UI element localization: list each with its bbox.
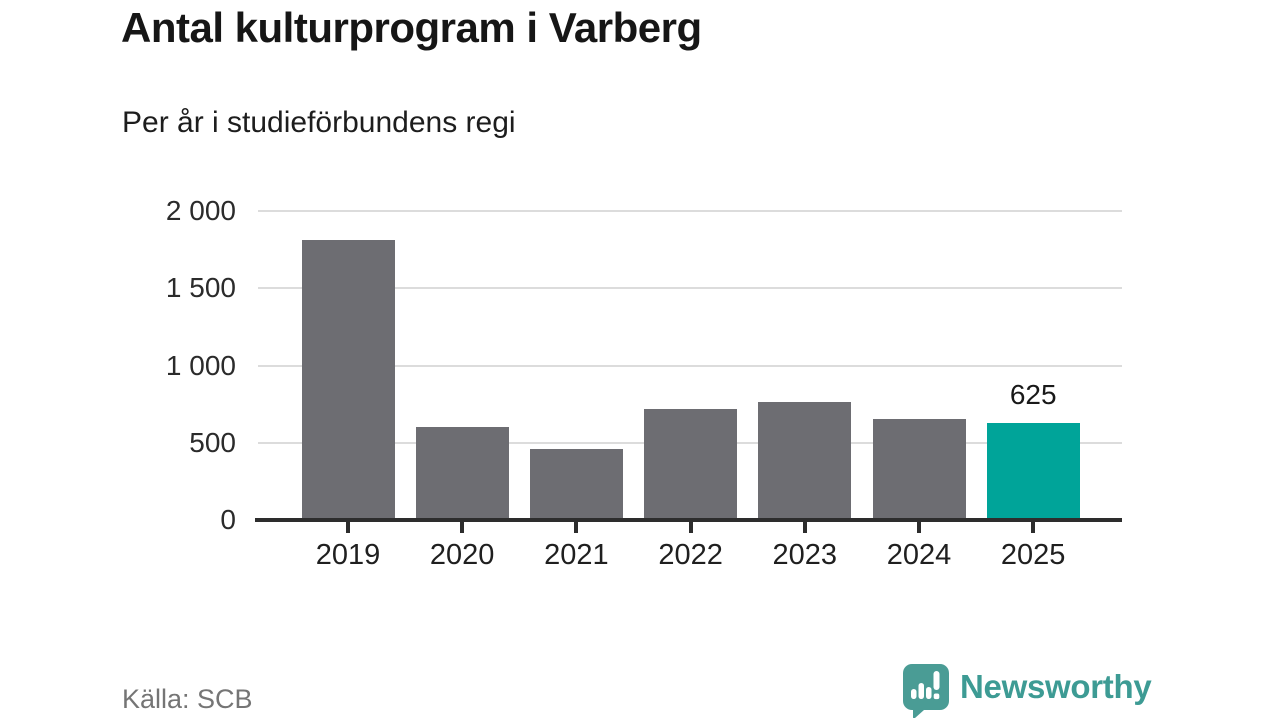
x-tick-label-2022: 2022 — [658, 539, 723, 571]
x-axis-line — [255, 518, 1122, 522]
bar-2021 — [529, 448, 623, 520]
x-tick-label-2024: 2024 — [886, 539, 952, 571]
gridline-1000 — [258, 364, 1122, 367]
y-tick-label-500: 500 — [189, 426, 236, 458]
x-tick-2023 — [802, 522, 807, 533]
plot-area: 0 500 1 000 1 500 2 000 2019 2020 2021 2022 2023 2… — [166, 195, 1122, 571]
x-tick-2019 — [346, 522, 350, 533]
x-tick-label-2025: 2025 — [1000, 539, 1066, 571]
chart-subtitle: Per år i studieförbundens regi — [122, 106, 516, 139]
x-tick-2021 — [574, 522, 579, 533]
gridline-1500 — [258, 287, 1122, 290]
x-tick-2025 — [1031, 522, 1036, 533]
newsworthy-speech-bubble-bar-chart-icon — [903, 664, 949, 719]
y-tick-label-0: 0 — [220, 504, 236, 535]
newsworthy-logo: Newsworthy — [903, 662, 1163, 720]
bar-2020 — [415, 427, 509, 520]
bar-value-label-2025: 625 — [1009, 379, 1057, 411]
x-tick-label-2019: 2019 — [315, 539, 381, 571]
bar-2025 — [986, 423, 1080, 520]
x-tick-2022 — [688, 522, 693, 533]
bar-2019 — [301, 240, 395, 520]
y-tick-label-1500: 1 500 — [165, 272, 236, 304]
source-label: Källa: SCB — [122, 684, 253, 714]
x-tick-label-2021: 2021 — [544, 539, 609, 571]
newsworthy-logo-text: Newsworthy — [960, 668, 1152, 705]
bar-2024 — [872, 418, 966, 520]
bar-2022 — [644, 408, 738, 520]
chart-title: Antal kulturprogram i Varberg — [121, 4, 702, 51]
x-tick-label-2023: 2023 — [772, 539, 838, 571]
x-tick-2024 — [917, 522, 921, 533]
x-tick-label-2020: 2020 — [429, 539, 495, 571]
bar-2023 — [758, 401, 852, 520]
x-tick-2020 — [460, 522, 465, 533]
gridline-2000 — [258, 210, 1122, 212]
y-tick-label-1000: 1 000 — [165, 349, 236, 381]
y-tick-label-2000: 2 000 — [165, 195, 236, 226]
